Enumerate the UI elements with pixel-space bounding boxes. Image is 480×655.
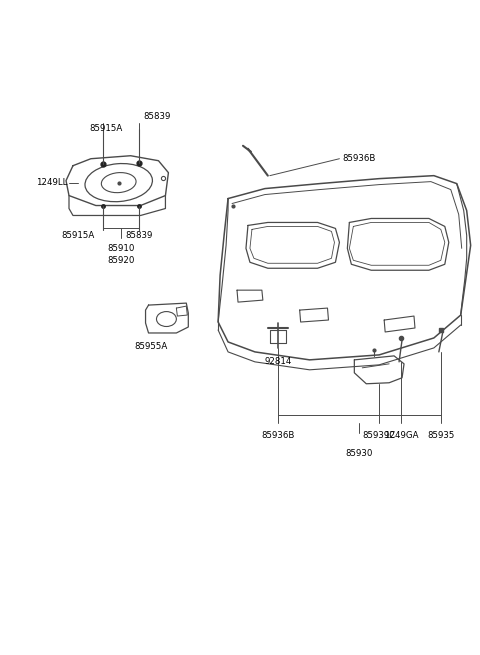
Text: 85839: 85839: [126, 231, 153, 240]
Text: 85936B: 85936B: [261, 431, 294, 440]
Text: 85910: 85910: [107, 244, 134, 253]
Text: 85930: 85930: [346, 449, 373, 458]
Text: 85935: 85935: [427, 431, 455, 440]
Text: 92814: 92814: [264, 358, 291, 366]
Text: 85920: 85920: [107, 256, 134, 265]
Text: 85839: 85839: [144, 113, 171, 121]
Text: 1249GA: 1249GA: [384, 431, 418, 440]
Text: 85955A: 85955A: [134, 343, 167, 352]
Text: 1249LL: 1249LL: [36, 178, 68, 187]
Text: 85915A: 85915A: [89, 124, 122, 134]
Text: 85936B: 85936B: [342, 154, 376, 163]
Text: 85939C: 85939C: [362, 431, 396, 440]
Text: 85915A: 85915A: [61, 231, 94, 240]
